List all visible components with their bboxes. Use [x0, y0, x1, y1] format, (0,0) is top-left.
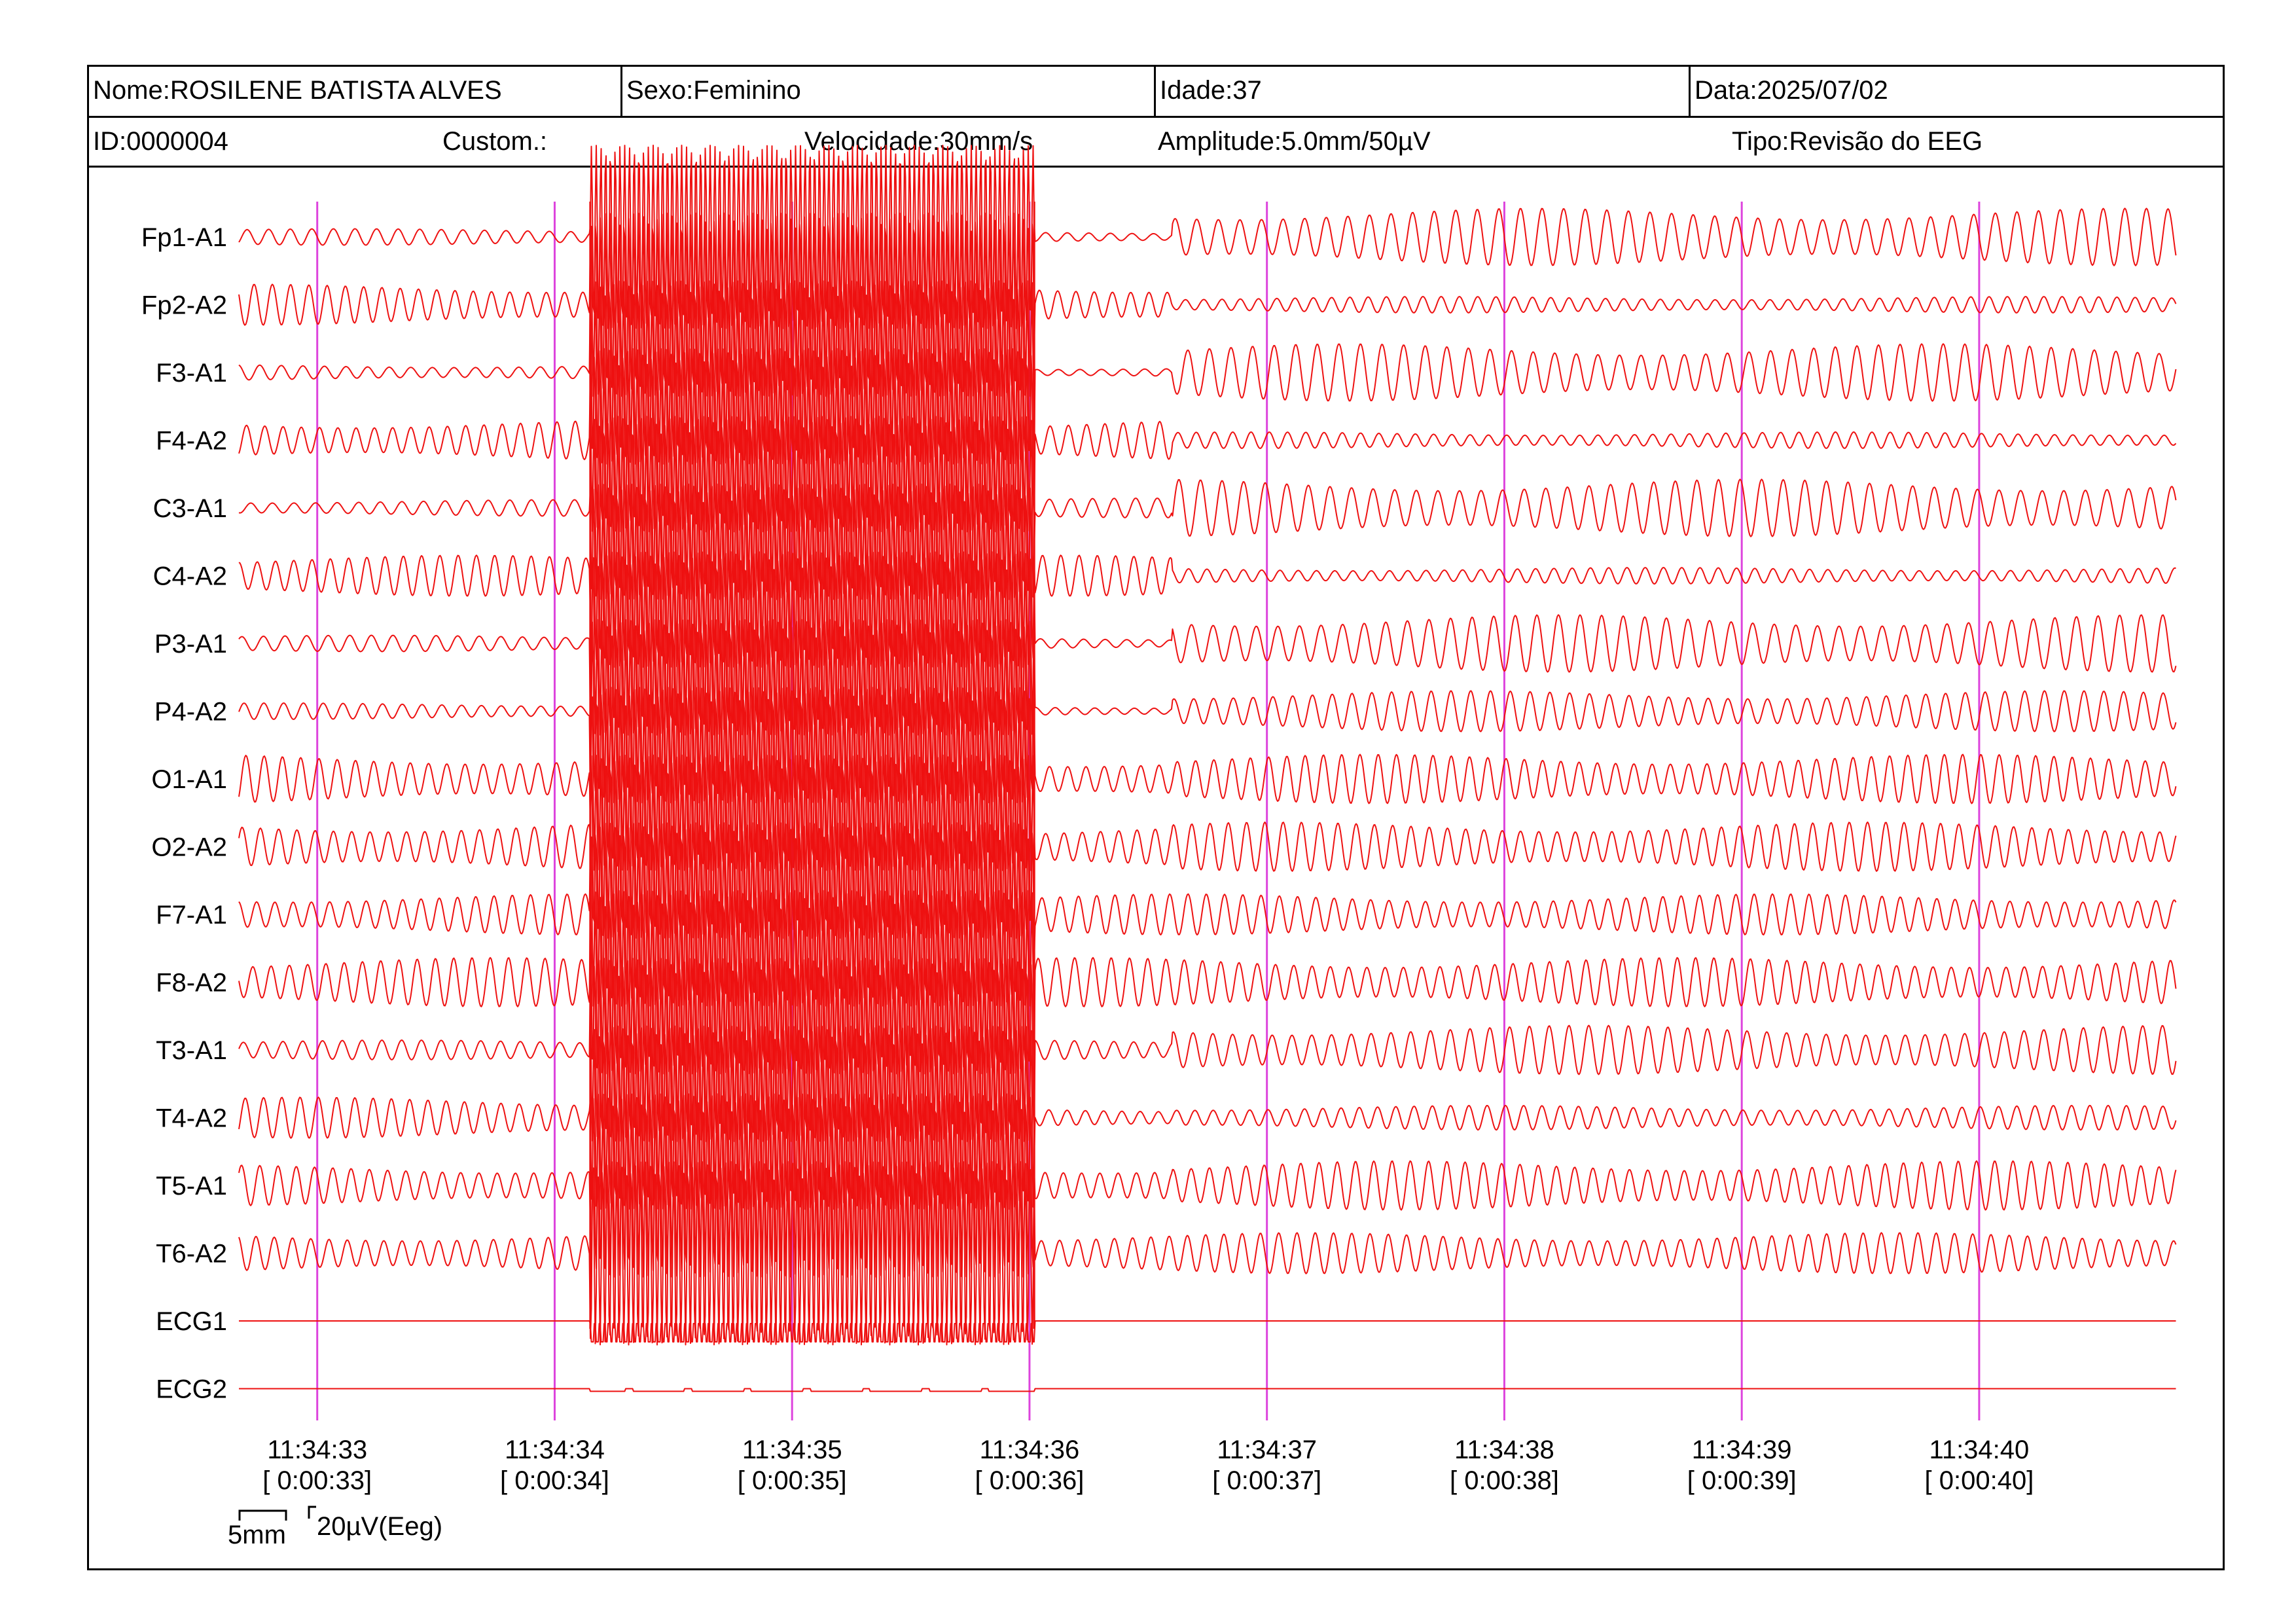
patient-id: ID:0000004: [93, 127, 228, 156]
tick-clock-1: 11:34:34: [505, 1435, 605, 1464]
tick-elapsed-5: [ 0:00:38]: [1450, 1466, 1559, 1495]
time-tick-labels: 11:34:33[ 0:00:33] 11:34:34[ 0:00:34] 11:3…: [262, 1435, 2034, 1495]
trace-c4-a2: [238, 483, 2176, 668]
channel-label-ecg2: ECG2: [156, 1375, 227, 1404]
tick-clock-0: 11:34:33: [267, 1435, 367, 1464]
channel-label-o1-a1: O1-A1: [151, 765, 227, 794]
trace-f3-a1: [238, 280, 2177, 465]
patient-info-row: Nome:ROSILENE BATISTA ALVES Sexo:Feminin…: [89, 67, 2223, 118]
custom-field: Custom.:: [442, 127, 548, 156]
trace-f4-a2: [238, 348, 2177, 533]
tick-elapsed-2: [ 0:00:35]: [738, 1466, 847, 1495]
channel-label-o2-a2: O2-A2: [151, 833, 227, 862]
channel-label-fp2-a2: Fp2-A2: [141, 291, 227, 320]
record-date: Data:2025/07/02: [1689, 67, 2225, 116]
channel-label-t3-a1: T3-A1: [156, 1036, 227, 1065]
trace-o1-a1: [238, 687, 2177, 871]
tick-elapsed-0: [ 0:00:33]: [262, 1466, 372, 1495]
trace-t4-a2: [238, 1025, 2177, 1210]
tick-clock-4: 11:34:37: [1217, 1435, 1317, 1464]
channel-label-f4-a2: F4-A2: [156, 427, 227, 456]
trace-fp1-a1: [238, 145, 2177, 329]
channel-label-fp1-a1: Fp1-A1: [141, 223, 227, 252]
record-type: Tipo:Revisão do EEG: [1732, 127, 1983, 156]
trace-t5-a1: [238, 1093, 2177, 1278]
tick-elapsed-7: [ 0:00:40]: [1925, 1466, 2034, 1495]
time-scale-bracket: [238, 1509, 287, 1521]
trace-p4-a2: [238, 619, 2177, 804]
channel-label-t4-a2: T4-A2: [156, 1104, 227, 1133]
channel-label-ecg1: ECG1: [156, 1307, 227, 1336]
channel-label-c4-a2: C4-A2: [153, 562, 227, 591]
tick-clock-6: 11:34:39: [1692, 1435, 1792, 1464]
tick-elapsed-1: [ 0:00:34]: [500, 1466, 609, 1495]
trace-f8-a2: [238, 890, 2177, 1075]
trace-t6-a2: [238, 1161, 2177, 1346]
trace-p3-a1: [238, 551, 2177, 736]
tick-clock-3: 11:34:36: [980, 1435, 1080, 1464]
scale-bar: 5mm 20µV(Eeg): [228, 1506, 442, 1549]
time-scale-label: 5mm: [228, 1521, 286, 1549]
trace-ecg2: [239, 1388, 2176, 1392]
channel-label-p4-a2: P4-A2: [154, 698, 227, 727]
trace-f7-a1: [238, 822, 2177, 1007]
channel-label-c3-a1: C3-A1: [153, 494, 227, 523]
patient-sex: Sexo:Feminino: [620, 67, 1154, 116]
channel-label-f8-a2: F8-A2: [156, 969, 227, 998]
tick-clock-2: 11:34:35: [742, 1435, 842, 1464]
trace-fp2-a2: [238, 212, 2177, 397]
trace-ecg1: [239, 1320, 2176, 1343]
channel-label-p3-a1: P3-A1: [154, 630, 227, 659]
trace-c3-a1: [238, 416, 2177, 600]
tick-elapsed-4: [ 0:00:37]: [1212, 1466, 1321, 1495]
trace-o2-a2: [238, 754, 2177, 939]
eeg-traces: [238, 145, 2177, 1392]
tick-clock-5: 11:34:38: [1454, 1435, 1554, 1464]
amplitude-scale-bracket: [308, 1506, 316, 1519]
tick-elapsed-6: [ 0:00:39]: [1687, 1466, 1797, 1495]
trace-t3-a1: [238, 958, 2177, 1142]
channel-label-t6-a2: T6-A2: [156, 1240, 227, 1269]
tick-elapsed-3: [ 0:00:36]: [975, 1466, 1085, 1495]
amplitude-setting: Amplitude:5.0mm/50µV: [1158, 127, 1431, 156]
patient-age: Idade:37: [1154, 67, 1689, 116]
time-markers: [316, 202, 1981, 1420]
channel-labels: Fp1-A1 Fp2-A2 F3-A1 F4-A2 C3-A1 C4-A2 P3-A1 P4-…: [141, 223, 227, 1404]
channel-label-t5-a1: T5-A1: [156, 1172, 227, 1200]
channel-label-f3-a1: F3-A1: [156, 359, 227, 388]
tick-clock-7: 11:34:40: [1929, 1435, 2030, 1464]
amplitude-scale-label: 20µV(Eeg): [317, 1512, 442, 1541]
patient-name: Nome:ROSILENE BATISTA ALVES: [93, 76, 502, 105]
channel-label-f7-a1: F7-A1: [156, 901, 227, 929]
